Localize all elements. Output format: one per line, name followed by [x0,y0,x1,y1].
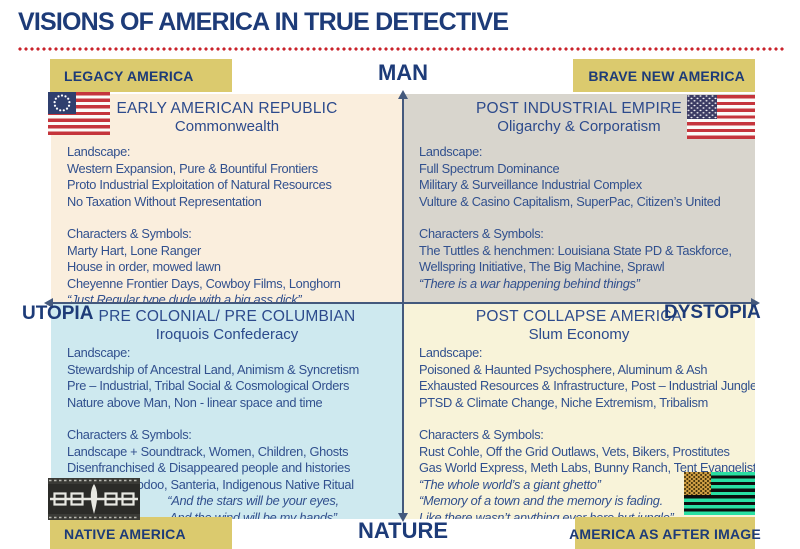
quote-line: “Just Regular type dude with a big ass d… [67,292,302,303]
us-50-star-flag-icon [687,95,755,139]
axis-label-nature: NATURE [357,518,449,543]
quadrant-pre-colonial-pre-columbian: PRE COLONIAL/ PRE COLUMBIAN Iroquois Con… [51,304,403,519]
quadrant-subtitle: Oligarchy & Corporatism [497,118,661,135]
quadrant-early-american-republic: EARLY AMERICAN REPUBLIC Commonwealth Lan… [51,94,403,303]
landscape-label: Landscape: [67,144,131,159]
quote-line: Like there wasn’t anything ever here but… [419,509,674,520]
characters-line: Landscape + Soundtrack, Women, Children,… [67,443,349,459]
title-underline-dotted [18,47,784,51]
axis-label-utopia: UTOPIA [22,303,94,324]
characters-label: Characters & Symbols: [419,226,544,241]
landscape-line: Poisoned & Haunted Psychosphere, Aluminu… [419,361,708,377]
landscape-line: Nature above Man, Non - linear space and… [67,394,323,410]
quadrant-post-industrial-empire: POST INDUSTRIAL EMPIRE Oligarchy & Corpo… [403,94,755,303]
characters-line: House in order, mowed lawn [67,259,221,274]
betsy-ross-canton [48,92,76,114]
quote-line: “And the stars will be your eyes, [167,493,339,508]
landscape-line: Exhausted Resources & Infrastructure, Po… [419,378,755,393]
landscape-label: Landscape: [67,345,131,360]
axis-label-man: MAN [377,60,429,85]
landscape-line: PTSD & Climate Change, Niche Extremism, … [419,394,708,410]
landscape-line: Proto Industrial Exploitation of Natural… [67,177,332,192]
characters-line: Marty Hart, Lone Ranger [67,242,201,258]
quadrant-title: EARLY AMERICAN REPUBLIC [116,100,338,117]
corner-label-text: LEGACY AMERICA [64,67,194,84]
landscape-line: No Taxation Without Representation [67,193,262,209]
quadrant-body: Landscape: Western Expansion, Pure & Bou… [51,144,403,303]
landscape-label: Landscape: [419,144,483,159]
landscape-line: Full Spectrum Dominance [419,160,560,176]
characters-line: Wellspring Initiative, The Big Machine, … [419,259,665,274]
quadrant-body: Landscape: Poisoned & Haunted Psychosphe… [403,345,755,519]
landscape-line: Western Expansion, Pure & Bountiful Fron… [67,160,318,176]
corner-label-america-as-after-image: AMERICA AS AFTER IMAGE [569,517,761,549]
axis-arrow-up-icon [398,90,408,99]
characters-line: Disenfranchised & Disappeared people and… [67,460,351,475]
quadrant-subtitle: Commonwealth [174,118,280,135]
afterimage-flag-canton [684,472,711,495]
quote-line: “There is a war happening behind things” [419,275,640,291]
quadrant-body: Landscape: Full Spectrum Dominance Milit… [403,144,755,292]
axis-arrow-right-icon [751,298,760,308]
characters-label: Characters & Symbols: [67,427,192,442]
corner-label-text: BRAVE NEW AMERICA [588,67,745,84]
inverted-us-flag-afterimage-icon [684,472,755,515]
landscape-line: Vulture & Casino Capitalism, SuperPac, C… [419,193,721,209]
axis-label-dystopia: DYSTOPIA [664,302,761,323]
landscape-label: Landscape: [419,345,483,360]
corner-label-text: NATIVE AMERICA [64,525,186,542]
us-flag-canton [687,95,717,119]
quadrant-body: Landscape: Stewardship of Ancestral Land… [51,345,403,519]
corner-label-text: AMERICA AS AFTER IMAGE [569,525,761,542]
quote-line: “Memory of a town and the memory is fadi… [419,493,663,508]
characters-label: Characters & Symbols: [67,226,192,241]
corner-label-native-america: NATIVE AMERICA [50,517,232,549]
horizontal-axis-line [52,302,754,304]
quadrant-title: PRE COLONIAL/ PRE COLUMBIAN [98,308,356,325]
quote-line: And the wind will be my hands” [169,509,337,520]
quadrant-subtitle: Slum Economy [528,326,630,343]
characters-line: Rust Cohle, Off the Grid Outlaws, Vets, … [419,443,730,459]
landscape-line: Military & Surveillance Industrial Compl… [419,177,642,192]
quadrant-title: POST COLLAPSE AMERICA [475,308,683,325]
corner-label-legacy-america: LEGACY AMERICA [50,59,232,92]
axis-arrow-left-icon [44,298,53,308]
quadrant-title: POST INDUSTRIAL EMPIRE [476,100,682,117]
corner-label-brave-new-america: BRAVE NEW AMERICA [573,59,755,92]
quadrant-subtitle: Iroquois Confederacy [155,326,299,343]
landscape-line: Stewardship of Ancestral Land, Animism &… [67,361,359,377]
hiawatha-wampum-belt-icon [48,478,140,520]
characters-line: Cheyenne Frontier Days, Cowboy Films, Lo… [67,275,341,291]
betsy-ross-flag-icon [48,92,110,135]
axis-arrow-down-icon [398,513,408,522]
landscape-line: Pre – Industrial, Tribal Social & Cosmol… [67,378,350,393]
characters-label: Characters & Symbols: [419,427,544,442]
page-title: VISIONS OF AMERICA IN TRUE DETECTIVE [18,8,509,36]
quote-line: “The whole world’s a giant ghetto” [419,476,601,492]
characters-line: The Tuttles & henchmen: Louisiana State … [419,242,732,258]
characters-line: Gas World Express, Meth Labs, Bunny Ranc… [419,460,755,475]
vertical-axis-line [402,99,404,514]
